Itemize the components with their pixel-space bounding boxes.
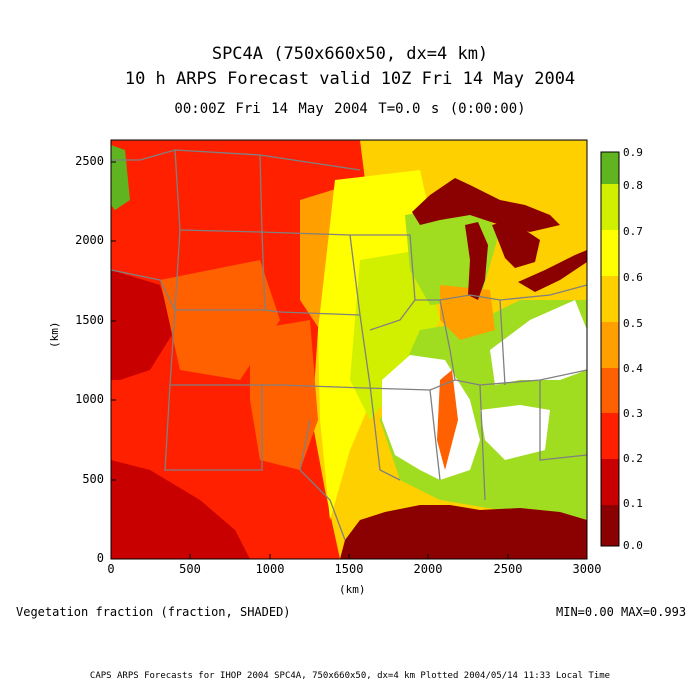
x-tick-label: 2000 (413, 562, 443, 576)
central-yellowgreen (350, 250, 440, 420)
colorbar-frame (600, 151, 620, 547)
colorbar-tick-label: 0.0 (623, 539, 643, 552)
colorbar-tick-label: 0.5 (623, 317, 643, 330)
x-tick-label: 3000 (572, 562, 602, 576)
no-data-south (480, 405, 550, 460)
colorbar-tick-label: 0.7 (623, 225, 643, 238)
lake-michigan (465, 222, 488, 300)
axis-ticks (110, 161, 588, 559)
colorbar-tick-label: 0.3 (623, 407, 643, 420)
state-boundaries (111, 140, 587, 541)
southeast-green-coast (520, 460, 587, 515)
no-data-mid-atlantic (490, 300, 587, 385)
plot-subtitle-time: 00:00Z Fri 14 May 2004 T=0.0 s (0:00:00) (174, 101, 526, 117)
colorbar-swatch (601, 230, 619, 276)
colorbar-tick-label: 0.2 (623, 452, 643, 465)
colorbar-swatch (601, 413, 619, 459)
plains-mid (250, 320, 318, 470)
colorbar-tick-label: 0.6 (623, 271, 643, 284)
y-tick-label: 2500 (75, 154, 104, 168)
min-max-readout: MIN=0.00 MAX=0.993 (556, 605, 687, 619)
y-tick-label: 1000 (75, 392, 104, 406)
x-tick-label: 1500 (334, 562, 364, 576)
lake-huron (492, 220, 540, 268)
x-tick-label: 2500 (493, 562, 523, 576)
y-tick-label: 0 (96, 551, 104, 565)
colorbar-tick-label: 0.1 (623, 497, 643, 510)
colorbar-swatch (601, 505, 619, 546)
x-tick-label: 500 (179, 562, 201, 576)
plot-title-forecast: 10 h ARPS Forecast valid 10Z Fri 14 May … (124, 69, 576, 89)
west-very-low-vegetation (111, 270, 175, 380)
colorbar (600, 151, 620, 547)
colorbar-swatch (601, 184, 619, 230)
colorbar-tick-label: 0.4 (623, 362, 643, 375)
x-tick-label: 0 (107, 562, 115, 576)
y-tick-label: 1500 (75, 313, 104, 327)
rockies-orange (160, 260, 280, 380)
colorbar-tick-label: 0.9 (623, 146, 643, 159)
colorbar-swatch (601, 152, 619, 184)
gulf-of-mexico (340, 505, 587, 559)
colorbar-swatch (601, 459, 619, 505)
no-data-southeast (382, 355, 480, 480)
footer-credit: CAPS ARPS Forecasts for IHOP 2004 SPC4A,… (89, 671, 611, 681)
plot-title: SPC4A (750x660x50, dx=4 km) (211, 44, 489, 64)
colorbar-tick-label: 0.8 (623, 179, 643, 192)
y-tick-label: 2000 (75, 233, 104, 247)
y-tick-label: 500 (82, 472, 104, 486)
vegetation-field (111, 140, 587, 559)
mississippi-orange (437, 370, 458, 470)
ohio-orange (440, 285, 495, 340)
x-axis-label: (km) (339, 583, 366, 596)
nw-green (111, 145, 130, 210)
colorbar-swatch (601, 276, 619, 322)
lake-erie-ontario (518, 250, 587, 292)
field-description: Vegetation fraction (fraction, SHADED) (16, 605, 291, 619)
colorbar-swatch (601, 322, 619, 368)
lake-superior (412, 178, 560, 232)
x-tick-label: 1000 (255, 562, 285, 576)
colorbar-swatch (601, 368, 619, 413)
southwest-very-low (111, 460, 250, 559)
